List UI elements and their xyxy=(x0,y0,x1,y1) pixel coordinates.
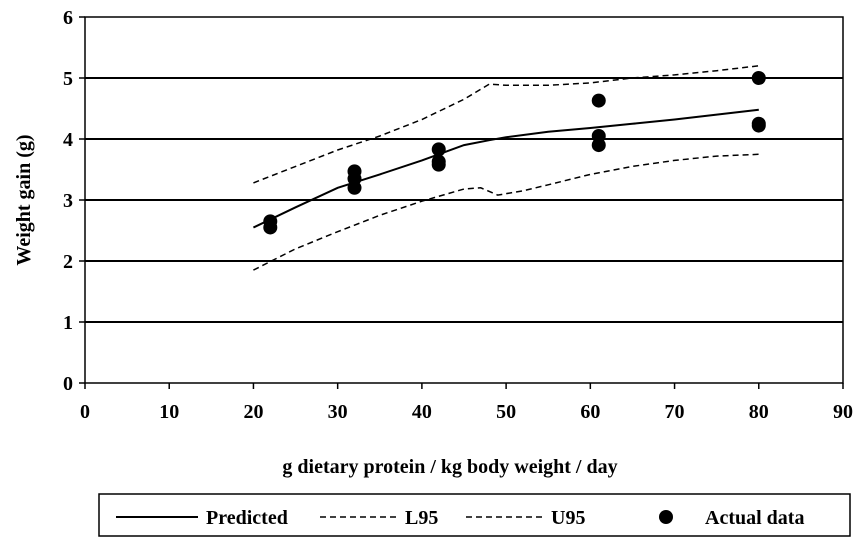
y-tick-label: 5 xyxy=(63,68,73,90)
y-tick-label: 1 xyxy=(63,312,73,334)
x-tick-label: 20 xyxy=(243,401,263,423)
x-tick-label: 40 xyxy=(412,401,432,423)
x-tick-label: 10 xyxy=(159,401,179,423)
series-lines xyxy=(252,65,759,271)
data-point-actual-data xyxy=(591,93,606,108)
plot-area xyxy=(79,16,844,389)
y-tick-label: 3 xyxy=(63,190,73,212)
legend-label-u95: U95 xyxy=(551,507,585,529)
data-point-actual-data xyxy=(347,164,362,179)
x-tick-label: 60 xyxy=(580,401,600,423)
y-tick-label: 0 xyxy=(63,373,73,395)
y-tick-label: 6 xyxy=(63,7,73,29)
data-point-actual-data xyxy=(431,142,446,157)
series-line-u95 xyxy=(253,65,759,184)
legend-box xyxy=(98,493,851,537)
axes xyxy=(79,16,844,389)
y-tick-label: 2 xyxy=(63,251,73,273)
x-tick-label: 70 xyxy=(665,401,685,423)
gridlines xyxy=(85,77,843,323)
x-tick-label: 90 xyxy=(833,401,853,423)
data-point-actual-data xyxy=(751,116,766,131)
legend-label-l95: L95 xyxy=(405,507,438,529)
data-point-actual-data xyxy=(263,214,278,229)
y-axis-title: Weight gain (g) xyxy=(13,134,35,265)
x-tick-label: 30 xyxy=(328,401,348,423)
x-axis-title: g dietary protein / kg body weight / day xyxy=(282,456,617,478)
data-point-actual-data xyxy=(751,71,766,85)
y-tick-label: 4 xyxy=(63,129,73,151)
series-line-predicted xyxy=(252,108,759,229)
legend-label-predicted: Predicted xyxy=(206,507,288,529)
x-tick-label: 0 xyxy=(80,401,90,423)
x-tick-label: 50 xyxy=(496,401,516,423)
data-point-actual-data xyxy=(591,128,606,143)
series-line-l95 xyxy=(253,153,759,271)
data-markers xyxy=(263,71,766,235)
data-point-actual-data xyxy=(431,154,446,169)
x-tick-label: 80 xyxy=(749,401,769,423)
legend: Predicted L95 U95 Actual data xyxy=(98,493,851,537)
legend-swatch-actual xyxy=(659,510,673,524)
legend-label-actual: Actual data xyxy=(705,507,804,529)
